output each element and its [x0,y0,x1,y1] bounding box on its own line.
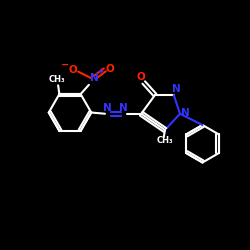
Text: N: N [103,103,112,113]
Text: N: N [172,84,180,94]
Text: CH₃: CH₃ [157,136,173,145]
Text: −: − [61,60,69,70]
Text: O: O [137,72,145,83]
Text: CH₃: CH₃ [48,74,65,84]
Text: N: N [90,73,98,83]
Text: O: O [68,65,77,75]
Text: N: N [120,103,128,113]
Text: +: + [97,67,103,76]
Text: N: N [181,108,190,118]
Text: O: O [106,64,114,74]
